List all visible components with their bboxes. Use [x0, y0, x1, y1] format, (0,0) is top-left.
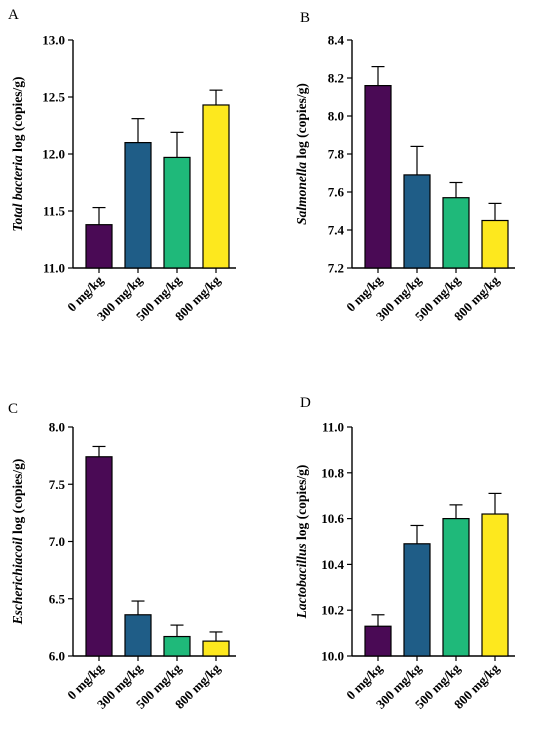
y-axis-label: Total bacteria log (copies/g): [10, 76, 25, 231]
y-tick-label: 7.2: [328, 261, 344, 276]
y-tick-label: 10.6: [321, 511, 344, 526]
y-tick-label: 7.8: [328, 147, 345, 162]
bar: [442, 517, 470, 657]
y-tick-label: 11.0: [322, 420, 344, 435]
bar: [403, 543, 431, 657]
bar: [202, 104, 230, 269]
panel-letter: C: [8, 401, 18, 417]
panel-letter: D: [300, 395, 311, 411]
y-tick-label: 11.0: [43, 261, 65, 276]
bar: [481, 219, 509, 269]
bar: [481, 513, 509, 657]
y-tick-label: 8.0: [328, 109, 344, 124]
bar: [442, 197, 470, 269]
bar: [85, 456, 113, 657]
panel-letter: A: [8, 7, 19, 23]
bar: [364, 625, 392, 657]
y-tick-label: 12.5: [42, 90, 65, 105]
y-axis-label: Escherichiacoil log (copies/g): [10, 459, 25, 626]
y-tick-label: 10.4: [321, 557, 344, 572]
bar: [124, 142, 152, 269]
y-tick-label: 7.4: [328, 223, 345, 238]
y-axis-label: Lactobacillus log (copies/g): [294, 465, 309, 620]
y-tick-label: 8.0: [49, 420, 65, 435]
bar: [202, 640, 230, 657]
y-tick-label: 6.5: [49, 591, 66, 606]
bar: [163, 635, 191, 657]
bar: [85, 224, 113, 269]
y-tick-label: 10.8: [321, 465, 344, 480]
y-axis-label: Salmonella log (copies/g): [294, 83, 309, 225]
y-tick-label: 10.0: [321, 649, 344, 664]
y-tick-label: 7.6: [328, 185, 345, 200]
y-tick-label: 8.4: [328, 33, 345, 48]
bar: [124, 614, 152, 657]
bar: [163, 156, 191, 269]
y-tick-label: 13.0: [42, 33, 65, 48]
y-tick-label: 7.5: [49, 477, 66, 492]
y-tick-label: 8.2: [328, 71, 344, 86]
bar: [364, 84, 392, 269]
y-tick-label: 12.0: [42, 147, 65, 162]
y-tick-label: 11.5: [43, 204, 66, 219]
bar: [403, 174, 431, 269]
y-tick-label: 7.0: [49, 534, 65, 549]
y-tick-label: 10.2: [321, 603, 344, 618]
panel-letter: B: [300, 10, 310, 26]
y-tick-label: 6.0: [49, 649, 65, 664]
